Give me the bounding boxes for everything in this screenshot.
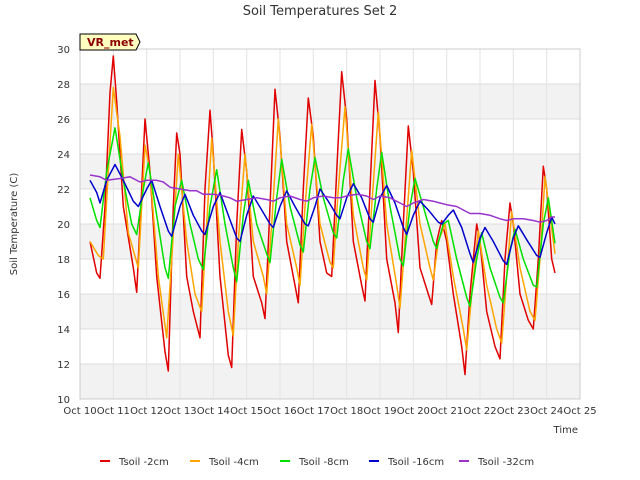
plot-band <box>80 154 580 189</box>
series-line-2 <box>89 127 556 308</box>
x-tick-label: Oct 17 <box>297 406 330 417</box>
y-axis-label: Soil Temperature (C) <box>9 173 20 276</box>
legend: Tsoil -2cm Tsoil -4cm Tsoil -8cm Tsoil -16c… <box>100 457 534 468</box>
x-tick-label: Oct 18 <box>330 406 363 417</box>
y-tick-label: 12 <box>57 360 70 371</box>
x-tick-label: Oct 21 <box>430 406 463 417</box>
legend-label: Tsoil -2cm <box>118 457 169 468</box>
vr-met-badge: VR_met <box>79 33 141 51</box>
y-tick-label: 22 <box>57 185 70 196</box>
legend-label: Tsoil -8cm <box>298 457 349 468</box>
x-tick-label: Oct 16 <box>263 406 296 417</box>
legend-label: Tsoil -4cm <box>208 457 259 468</box>
badge-shape <box>79 33 141 51</box>
x-tick-label: Oct 10 <box>63 406 96 417</box>
badge-text: VR_met <box>87 36 134 49</box>
x-tick-label: Oct 25 <box>563 406 596 417</box>
y-tick-label: 24 <box>57 150 70 161</box>
x-tick-label: Oct 22 <box>463 406 496 417</box>
x-tick-label: Oct 23 <box>497 406 530 417</box>
series-line-4 <box>89 174 555 223</box>
y-tick-label: 16 <box>57 290 70 301</box>
y-tick-label: 20 <box>57 220 70 231</box>
chart-title: Soil Temperatures Set 2 <box>243 4 398 19</box>
x-tick-label: Oct 12 <box>130 406 163 417</box>
series-line-3 <box>89 163 556 266</box>
y-tick-label: 18 <box>57 255 70 266</box>
x-tick-label: Oct 13 <box>163 406 196 417</box>
y-tick-label: 14 <box>57 325 70 336</box>
y-tick-label: 28 <box>57 80 70 91</box>
x-tick-label: Oct 11 <box>97 406 130 417</box>
x-axis-label: Time <box>553 425 578 436</box>
x-tick-label: Oct 15 <box>230 406 263 417</box>
plot-frame <box>79 48 581 400</box>
plot-band <box>80 364 580 399</box>
x-tick-label: Oct 19 <box>363 406 396 417</box>
plot-band <box>80 84 580 119</box>
x-tick-label: Oct 20 <box>397 406 430 417</box>
legend-label: Tsoil -32cm <box>477 457 534 468</box>
y-tick-label: 10 <box>57 395 70 406</box>
x-tick-label: Oct 24 <box>530 406 563 417</box>
series-line-1 <box>89 86 556 351</box>
y-axis-ticks: 10 12 14 16 18 20 22 24 26 28 30 <box>57 45 70 406</box>
legend-label: Tsoil -16cm <box>387 457 444 468</box>
x-tick-label: Oct 14 <box>197 406 230 417</box>
series-lines <box>89 55 556 376</box>
y-tick-label: 26 <box>57 115 70 126</box>
y-tick-label: 30 <box>57 45 70 56</box>
x-axis-ticks: Oct 10 Oct 11 Oct 12 Oct 13 Oct 14 Oct 15 Oct … <box>63 406 596 417</box>
